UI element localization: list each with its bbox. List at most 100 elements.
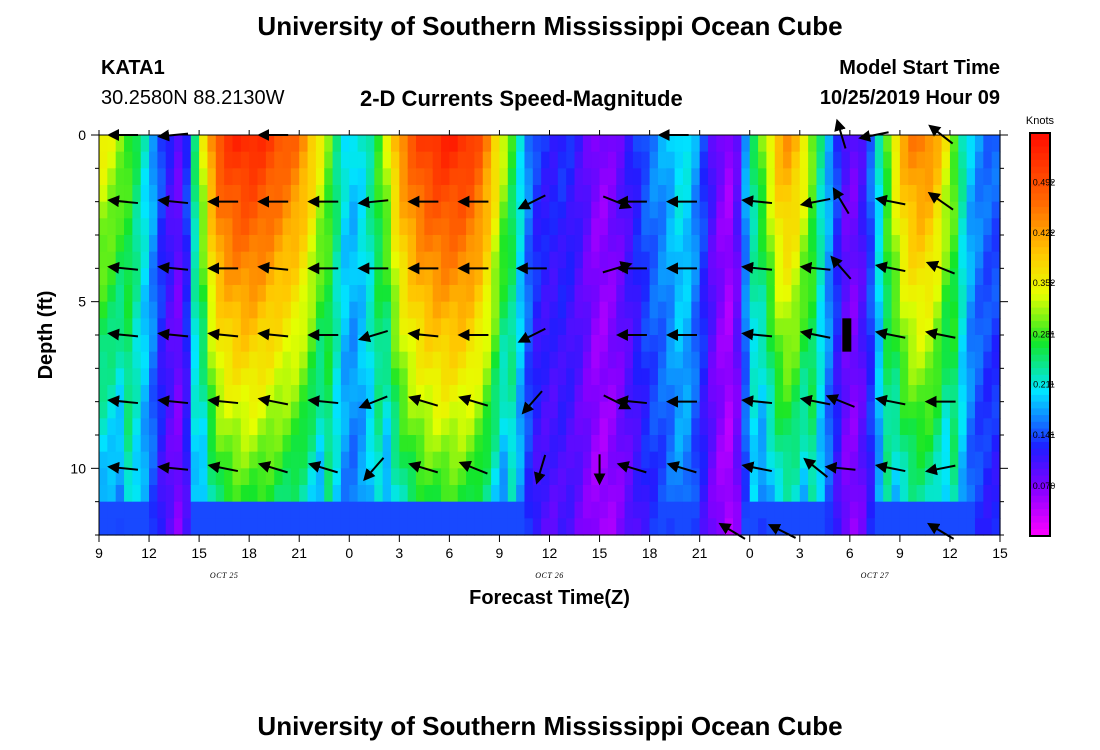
heatmap-cell: [916, 151, 926, 169]
heatmap-cell: [399, 368, 409, 386]
heatmap-cell: [908, 135, 918, 153]
heatmap-cell: [649, 301, 659, 319]
x-tick-label: 9: [95, 545, 103, 561]
heatmap-cell: [724, 385, 734, 403]
heatmap-cell: [357, 451, 367, 469]
heatmap-cell: [758, 451, 768, 469]
heatmap-cell: [749, 251, 759, 269]
heatmap-cell: [699, 351, 709, 369]
heatmap-cell: [324, 518, 334, 536]
heatmap-cell: [215, 235, 225, 253]
heatmap-cell: [257, 151, 267, 169]
colorbar-tick-label: 0.422: [1033, 228, 1056, 238]
heatmap-cell: [124, 218, 133, 236]
heatmap-cell: [891, 351, 901, 369]
heatmap-cell: [908, 435, 918, 453]
heatmap-cell: [491, 318, 501, 336]
heatmap-cell: [541, 368, 551, 386]
heatmap-cell: [891, 368, 901, 386]
heatmap-cell: [774, 468, 784, 486]
heatmap-cell: [449, 418, 459, 436]
heatmap-cell: [274, 385, 284, 403]
heatmap-cell: [924, 335, 934, 353]
heatmap-cell: [616, 185, 626, 203]
heatmap-cell: [207, 151, 217, 169]
heatmap-cell: [666, 501, 676, 519]
heatmap-cell: [140, 151, 150, 169]
heatmap-cell: [749, 185, 759, 203]
heatmap-cell: [941, 201, 951, 219]
heatmap-cell: [933, 151, 943, 169]
heatmap-cell: [499, 385, 509, 403]
heatmap-cell: [424, 401, 434, 419]
heatmap-cell: [207, 185, 217, 203]
heatmap-cell: [457, 168, 467, 186]
heatmap-cell: [657, 335, 667, 353]
heatmap-cell: [332, 251, 342, 269]
footer-title: University of Southern Mississippi Ocean…: [257, 711, 843, 741]
heatmap-cell: [315, 268, 325, 286]
heatmap-cell: [949, 385, 959, 403]
heatmap-cell: [199, 351, 209, 369]
heatmap-cell: [382, 218, 392, 236]
heatmap-cell: [791, 435, 801, 453]
heatmap-cell: [549, 501, 559, 519]
heatmap-cell: [799, 368, 809, 386]
heatmap-cell: [99, 468, 108, 486]
heatmap-cell: [624, 301, 634, 319]
heatmap-cell: [149, 135, 158, 153]
heatmap-cell: [849, 368, 859, 386]
heatmap-cell: [349, 251, 359, 269]
y-tick-label: 5: [78, 294, 86, 310]
heatmap-cell: [858, 318, 868, 336]
heatmap-cell: [274, 168, 284, 186]
heatmap-cell: [941, 435, 951, 453]
heatmap-cell: [791, 168, 801, 186]
heatmap-cell: [324, 368, 334, 386]
heatmap-cell: [574, 518, 584, 536]
heatmap-cell: [466, 218, 476, 236]
heatmap-cell: [599, 301, 609, 319]
heatmap-cell: [157, 218, 167, 236]
heatmap-cell: [507, 351, 517, 369]
heatmap-cell: [783, 168, 793, 186]
heatmap-cell: [691, 251, 701, 269]
heatmap-cell: [741, 418, 751, 436]
heatmap-cell: [165, 368, 175, 386]
heatmap-cell: [674, 401, 684, 419]
heatmap-cell: [966, 285, 976, 303]
heatmap-cell: [908, 518, 918, 536]
heatmap-cell: [240, 485, 250, 503]
heatmap-cell: [816, 301, 826, 319]
heatmap-cell: [199, 251, 209, 269]
heatmap-cell: [641, 401, 651, 419]
heatmap-cell: [332, 135, 342, 153]
heatmap-cell: [424, 335, 434, 353]
heatmap-cell: [257, 401, 267, 419]
heatmap-cell: [491, 451, 501, 469]
heatmap-cell: [466, 235, 476, 253]
heatmap-cell: [783, 335, 793, 353]
heatmap-cell: [582, 301, 592, 319]
heatmap-cell: [282, 385, 292, 403]
y-tick-label: 0: [78, 127, 86, 143]
heatmap-cell: [382, 368, 392, 386]
heatmap-cell: [282, 218, 292, 236]
heatmap-cell: [833, 368, 843, 386]
heatmap-cell: [424, 351, 434, 369]
heatmap-cell: [849, 185, 859, 203]
heatmap-cell: [132, 301, 142, 319]
heatmap-cell: [307, 368, 317, 386]
heatmap-cell: [365, 401, 375, 419]
x-tick-label: 15: [992, 545, 1008, 561]
heatmap-cell: [941, 401, 951, 419]
heatmap-cell: [382, 351, 392, 369]
heatmap-cell: [974, 518, 984, 536]
heatmap-cell: [624, 351, 634, 369]
heatmap-cell: [866, 468, 876, 486]
heatmap-cell: [591, 151, 601, 169]
heatmap-cell: [599, 418, 609, 436]
heatmap-cell: [390, 451, 400, 469]
heatmap-cell: [132, 468, 142, 486]
heatmap-cell: [399, 418, 409, 436]
